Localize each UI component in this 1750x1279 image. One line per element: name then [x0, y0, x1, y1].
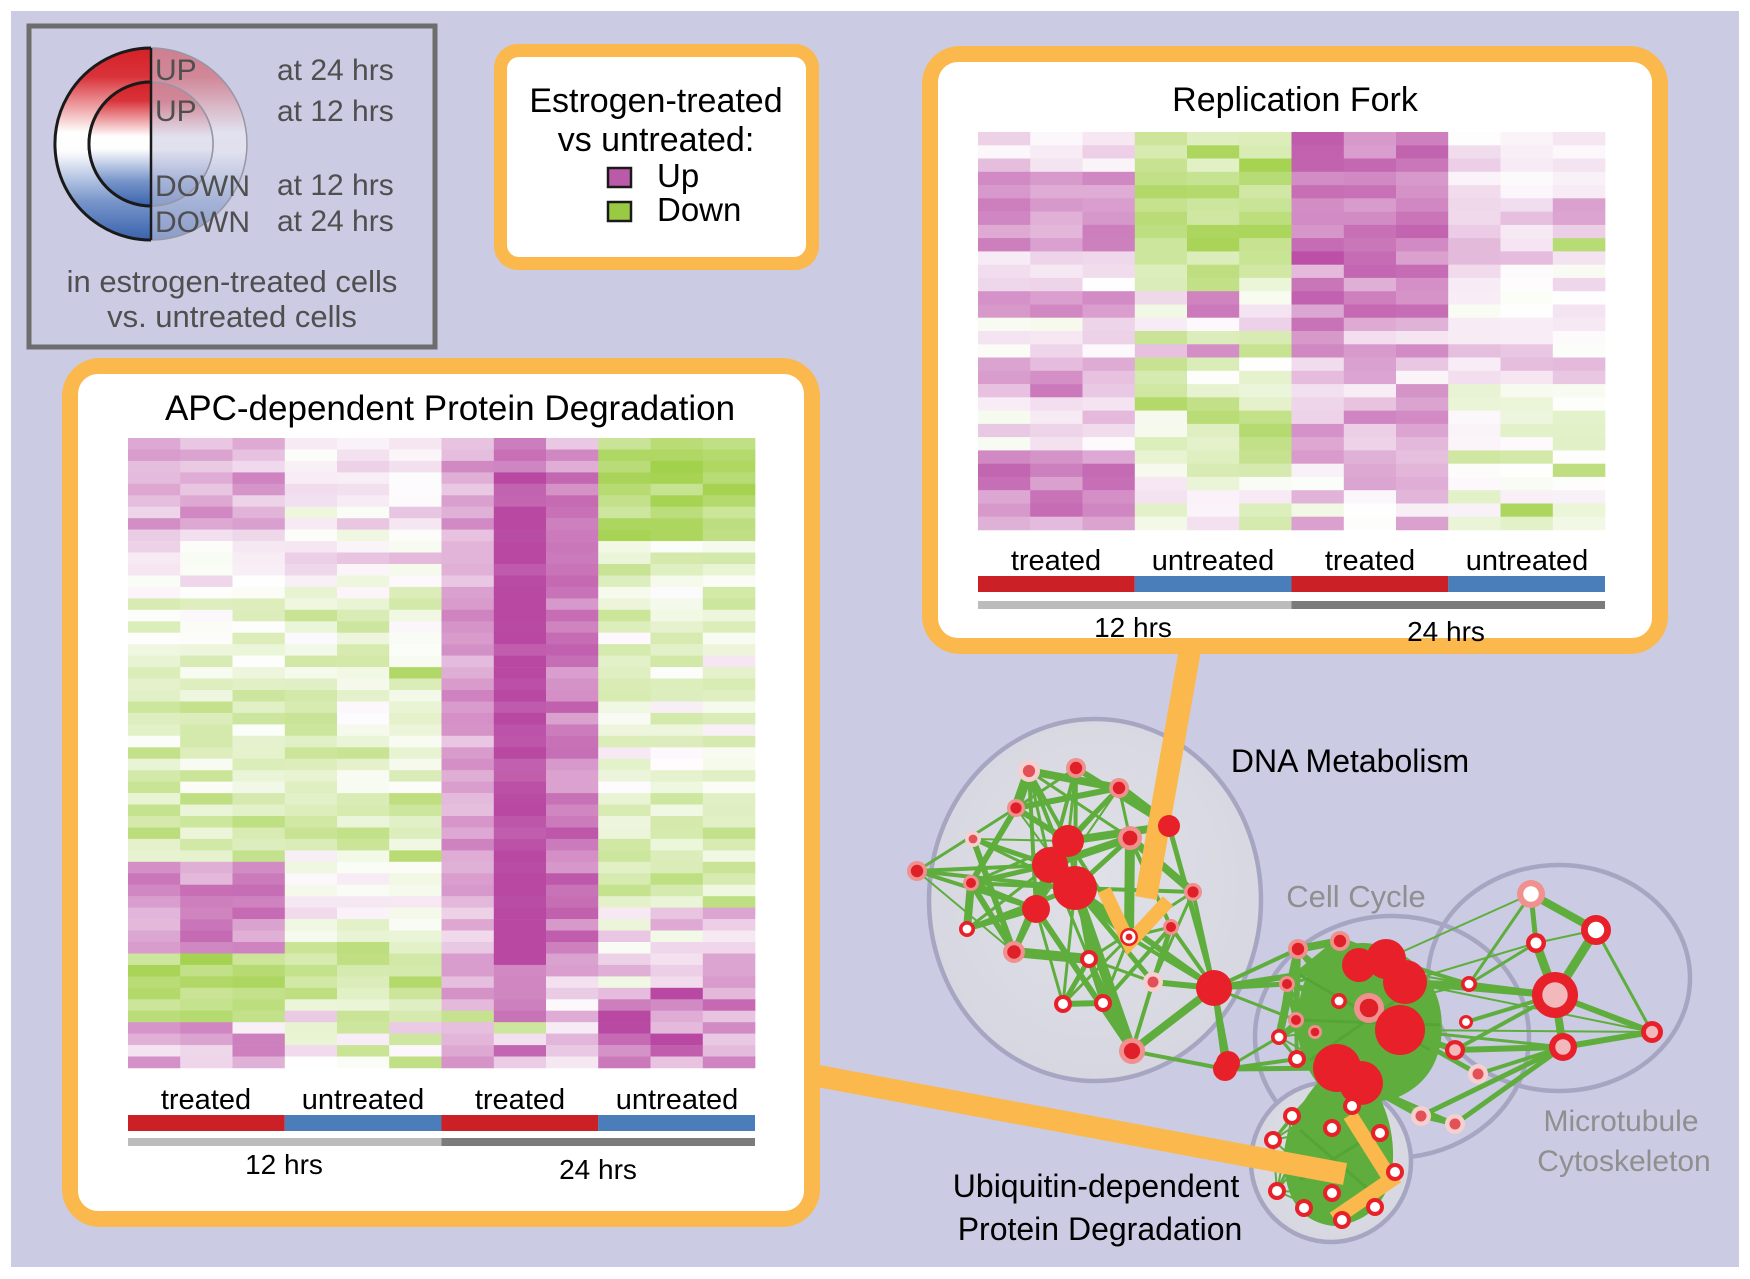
- svg-text:UP: UP: [155, 95, 197, 128]
- svg-text:Up: Up: [657, 157, 699, 194]
- svg-text:vs. untreated cells: vs. untreated cells: [107, 299, 357, 334]
- svg-text:at 12 hrs: at 12 hrs: [277, 95, 394, 128]
- svg-text:Protein Degradation: Protein Degradation: [958, 1211, 1243, 1247]
- svg-text:vs untreated:: vs untreated:: [558, 121, 755, 159]
- svg-text:DNA Metabolism: DNA Metabolism: [1231, 743, 1469, 779]
- svg-text:treated: treated: [161, 1084, 251, 1116]
- svg-text:DOWN: DOWN: [155, 170, 250, 203]
- svg-text:12 hrs: 12 hrs: [245, 1149, 323, 1180]
- svg-text:24 hrs: 24 hrs: [559, 1154, 637, 1185]
- svg-text:treated: treated: [1011, 545, 1101, 577]
- svg-text:untreated: untreated: [1466, 545, 1589, 577]
- svg-text:Down: Down: [657, 191, 741, 228]
- svg-text:APC-dependent Protein Degradat: APC-dependent Protein Degradation: [165, 389, 735, 428]
- svg-text:untreated: untreated: [616, 1084, 739, 1116]
- svg-text:24 hrs: 24 hrs: [1407, 616, 1485, 647]
- svg-text:treated: treated: [1325, 545, 1415, 577]
- svg-text:untreated: untreated: [302, 1084, 425, 1116]
- svg-text:Replication Fork: Replication Fork: [1172, 81, 1419, 119]
- svg-text:Ubiquitin-dependent: Ubiquitin-dependent: [953, 1168, 1240, 1204]
- svg-text:Estrogen-treated: Estrogen-treated: [529, 82, 782, 120]
- svg-text:untreated: untreated: [1152, 545, 1275, 577]
- svg-text:at 24 hrs: at 24 hrs: [277, 54, 394, 87]
- svg-text:UP: UP: [155, 54, 197, 87]
- svg-text:at 12 hrs: at 12 hrs: [277, 169, 394, 202]
- svg-text:Cell Cycle: Cell Cycle: [1286, 879, 1426, 914]
- svg-text:treated: treated: [475, 1084, 565, 1116]
- svg-text:at 24 hrs: at 24 hrs: [277, 205, 394, 238]
- svg-text:Microtubule: Microtubule: [1543, 1105, 1698, 1138]
- svg-text:Cytoskeleton: Cytoskeleton: [1537, 1145, 1710, 1178]
- svg-text:in estrogen-treated cells: in estrogen-treated cells: [67, 264, 398, 299]
- svg-text:12 hrs: 12 hrs: [1094, 612, 1172, 643]
- svg-text:DOWN: DOWN: [155, 206, 250, 239]
